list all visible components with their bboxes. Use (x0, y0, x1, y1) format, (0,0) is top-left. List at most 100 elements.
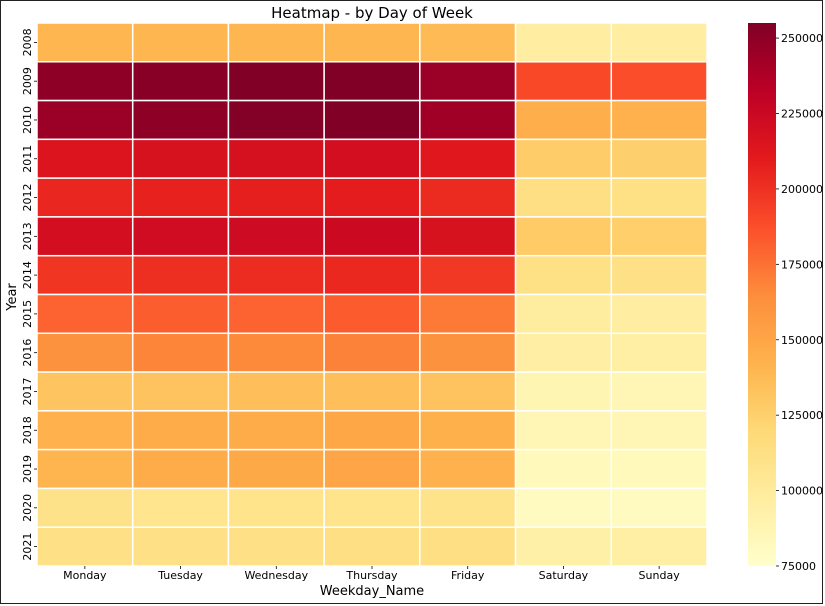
heatmap-cell-2020-sunday (610, 487, 708, 528)
heatmap-cell-2008-wednesday (227, 22, 325, 63)
y-tick-label: 2011 (21, 145, 34, 173)
heatmap-cell-2008-tuesday (131, 22, 230, 63)
heatmap-cell-2016-monday (36, 332, 134, 373)
heatmap-cell-2017-saturday (514, 371, 613, 412)
heatmap-cell-2011-sunday (610, 138, 708, 179)
heatmap-cell-2018-tuesday (131, 410, 230, 451)
heatmap-cell-2012-saturday (514, 177, 613, 218)
heatmap-cell-2014-friday (419, 254, 517, 296)
x-tick-label: Tuesday (157, 569, 203, 582)
y-tick-label: 2018 (21, 416, 34, 444)
x-tick-label: Thursday (345, 569, 398, 582)
heatmap-cell-2021-sunday (610, 526, 708, 567)
colorbar-tick-label: 75000 (781, 560, 816, 573)
colorbar-tick-label: 250000 (781, 32, 823, 45)
x-tick-labels: Monday Tuesday Wednesday Thursday Friday Satu… (63, 566, 680, 582)
heatmap-cell-2009-saturday (514, 61, 613, 102)
heatmap-cell-2010-saturday (514, 99, 613, 141)
heatmap-cell-2019-saturday (514, 448, 613, 490)
colorbar-tick-label: 200000 (781, 183, 823, 196)
heatmap-cell-2013-sunday (610, 216, 708, 257)
heatmap-cell-2015-thursday (323, 293, 421, 335)
x-tick-label: Friday (451, 569, 485, 582)
y-tick-label: 2017 (21, 377, 34, 405)
heatmap-cell-2010-sunday (610, 99, 708, 141)
heatmap-cell-2017-friday (419, 371, 517, 412)
heatmap-cell-2020-wednesday (227, 487, 325, 528)
heatmap-cell-2021-monday (36, 526, 134, 567)
heatmap-cell-2008-thursday (323, 22, 421, 63)
heatmap-cell-2012-thursday (323, 177, 421, 218)
colorbar-tick-label: 175000 (781, 258, 823, 271)
heatmap-cell-2012-sunday (610, 177, 708, 218)
y-tick-label: 2008 (21, 28, 34, 56)
heatmap-cell-2017-sunday (610, 371, 708, 412)
heatmap-cell-2020-saturday (514, 487, 613, 528)
colorbar (748, 23, 776, 566)
heatmap-cell-2018-thursday (323, 410, 421, 451)
heatmap-cell-2016-sunday (610, 332, 708, 373)
heatmap-cell-2020-tuesday (131, 487, 230, 528)
y-tick-label: 2009 (21, 67, 34, 95)
y-tick-label: 2016 (21, 339, 34, 367)
x-tick-label: Saturday (539, 569, 589, 582)
heatmap-cell-2021-saturday (514, 526, 613, 567)
colorbar-tick-label: 125000 (781, 409, 823, 422)
heatmap-cell-2014-monday (36, 254, 134, 296)
heatmap-cell-2014-thursday (323, 254, 421, 296)
heatmap-cell-2011-thursday (323, 138, 421, 179)
heatmap-cell-2009-sunday (610, 61, 708, 102)
heatmap-cell-2017-tuesday (131, 371, 230, 412)
heatmap-cell-2008-monday (36, 22, 134, 63)
heatmap-cell-2009-thursday (323, 61, 421, 102)
heatmap-cell-2016-thursday (323, 332, 421, 373)
heatmap-cell-2013-monday (36, 216, 134, 257)
x-axis-label: Weekday_Name (320, 584, 424, 599)
heatmap-cell-2014-tuesday (131, 254, 230, 296)
chart-title: Heatmap - by Day of Week (271, 4, 473, 22)
heatmap-cells (36, 22, 708, 567)
y-tick-label: 2010 (21, 106, 34, 134)
heatmap-cell-2010-tuesday (131, 99, 230, 141)
heatmap-cell-2016-wednesday (227, 332, 325, 373)
heatmap-cell-2008-sunday (610, 22, 708, 63)
heatmap-cell-2011-wednesday (227, 138, 325, 179)
heatmap-cell-2015-wednesday (227, 293, 325, 335)
heatmap-cell-2012-friday (419, 177, 517, 218)
heatmap-cell-2016-friday (419, 332, 517, 373)
heatmap-cell-2011-friday (419, 138, 517, 179)
y-tick-label: 2019 (21, 455, 34, 483)
heatmap-cell-2019-wednesday (227, 448, 325, 490)
heatmap-cell-2013-thursday (323, 216, 421, 257)
colorbar-tick-label: 225000 (781, 108, 823, 121)
heatmap-cell-2019-thursday (323, 448, 421, 490)
heatmap-cell-2013-saturday (514, 216, 613, 257)
heatmap-cell-2009-tuesday (131, 61, 230, 102)
heatmap-cell-2020-friday (419, 487, 517, 528)
heatmap-cell-2014-sunday (610, 254, 708, 296)
heatmap-cell-2018-saturday (514, 410, 613, 451)
heatmap-cell-2009-friday (419, 61, 517, 102)
heatmap-cell-2017-thursday (323, 371, 421, 412)
heatmap-cell-2008-friday (419, 22, 517, 63)
heatmap-cell-2021-thursday (323, 526, 421, 567)
heatmap-cell-2019-sunday (610, 448, 708, 490)
y-tick-label: 2013 (21, 222, 34, 250)
heatmap-cell-2014-saturday (514, 254, 613, 296)
colorbar-tick-label: 100000 (781, 485, 823, 498)
heatmap-cell-2015-saturday (514, 293, 613, 335)
heatmap-cell-2018-sunday (610, 410, 708, 451)
heatmap-cell-2013-wednesday (227, 216, 325, 257)
colorbar-tick-label: 150000 (781, 334, 823, 347)
heatmap-cell-2009-monday (36, 61, 134, 102)
heatmap-cell-2012-wednesday (227, 177, 325, 218)
heatmap-cell-2010-friday (419, 99, 517, 141)
heatmap-cell-2016-tuesday (131, 332, 230, 373)
x-tick-label: Monday (63, 569, 107, 582)
heatmap-cell-2015-tuesday (131, 293, 230, 335)
heatmap-cell-2021-wednesday (227, 526, 325, 567)
y-tick-label: 2021 (21, 533, 34, 561)
heatmap-cell-2020-monday (36, 487, 134, 528)
heatmap-cell-2018-friday (419, 410, 517, 451)
